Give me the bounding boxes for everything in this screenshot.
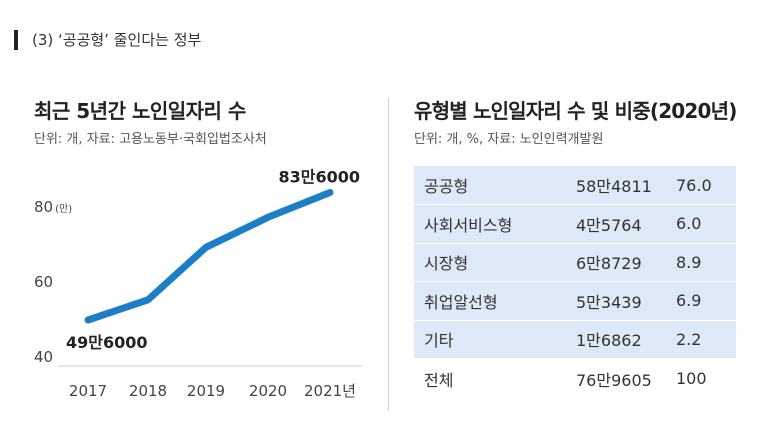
table-row: 취업알선형 5만3439 6.9 [414,281,736,321]
section-marker [14,30,18,50]
table-total-row: 전체 76만9605 100 [414,358,736,399]
data-label: 83만6000 [278,168,360,187]
line-chart-title: 최근 5년간 노인일자리 수 [34,99,246,123]
type-cell: 기타 [414,320,538,359]
share-cell: 6.9 [658,281,736,321]
total-share-cell: 100 [658,358,736,399]
series-line [84,189,334,324]
x-tick-label: 2020 [249,382,287,400]
panel-divider [388,98,389,410]
table-row: 시장형 6만8729 8.9 [414,243,736,282]
table-row: 사회서비스형 4만5764 6.0 [414,204,736,244]
y-tick-label: 80 (만) [34,198,72,216]
y-tick-label: 40 [34,348,53,366]
x-tick-label: 2017 [69,382,107,400]
x-tick-label: 2021년 [304,382,356,400]
total-count-cell: 76만9605 [538,358,658,399]
data-label: 49만6000 [66,333,148,352]
table-unit-source: 단위: 개, %, 자료: 노인인력개발원 [414,132,604,147]
y-tick-label: 60 [34,273,53,291]
type-cell: 공공형 [414,166,538,205]
x-tick-label: 2019 [187,382,225,400]
line-chart: 40 60 80 (만) 2017 2018 2019 2020 2021년 49만6000 8… [34,168,362,400]
y-unit-label: (만) [55,203,72,215]
share-cell: 8.9 [658,243,736,282]
share-cell: 76.0 [658,166,736,205]
share-cell: 2.2 [658,320,736,359]
job-type-table: 공공형 58만4811 76.0 사회서비스형 4만5764 6.0 시장형 6… [414,166,736,399]
x-tick-label: 2018 [129,382,167,400]
data-annotations: 49만6000 83만6000 [66,168,360,353]
table-title: 유형별 노인일자리 수 및 비중(2020년) [414,99,737,123]
table-row: 기타 1만6862 2.2 [414,320,736,359]
count-cell: 5만3439 [538,281,658,321]
total-type-cell: 전체 [414,358,538,399]
count-cell: 1만6862 [538,320,658,359]
share-cell: 6.0 [658,204,736,244]
table-row: 공공형 58만4811 76.0 [414,166,736,205]
line-chart-unit-source: 단위: 개, 자료: 고용노동부·국회입법조사처 [34,132,267,147]
x-axis-ticks: 2017 2018 2019 2020 2021년 [69,382,356,400]
type-cell: 취업알선형 [414,281,538,321]
section-title: (3) ‘공공형’ 줄인다는 정부 [32,31,202,49]
type-cell: 사회서비스형 [414,204,538,244]
count-cell: 58만4811 [538,166,658,205]
count-cell: 6만8729 [538,243,658,282]
count-cell: 4만5764 [538,204,658,244]
type-cell: 시장형 [414,243,538,282]
